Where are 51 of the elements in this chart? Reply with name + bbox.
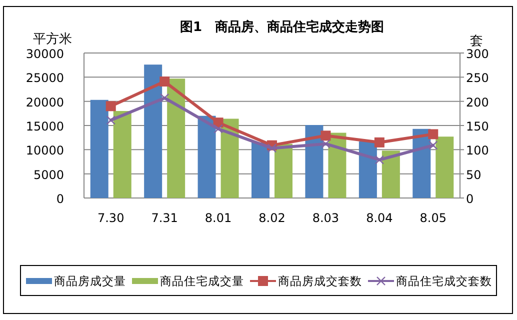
point	[267, 144, 277, 153]
point	[374, 137, 384, 148]
x-tick-label: 8.03	[312, 211, 340, 225]
bar	[198, 116, 216, 198]
point	[374, 155, 384, 164]
bar	[220, 118, 239, 198]
y-tick-label: 20000	[26, 95, 64, 110]
x-tick-label: 7.31	[151, 211, 178, 225]
chart-title: 图1 商品房、商品住宅成交走势图	[180, 19, 384, 35]
point	[160, 76, 170, 87]
point	[321, 139, 330, 148]
y-tick-label: 5000	[33, 168, 64, 182]
point	[106, 116, 116, 125]
legend-label: 商品住宅成交套数	[396, 274, 492, 288]
bar	[358, 141, 377, 198]
bar	[436, 136, 454, 198]
y-tick-label: 25000	[26, 71, 64, 86]
x-tick-label: 8.02	[258, 211, 286, 225]
y2-tick-label: 300	[466, 47, 489, 61]
bar	[113, 111, 132, 198]
y2-tick-label: 150	[466, 120, 489, 134]
legend-label: 商品房成交套数	[278, 274, 362, 288]
x-tick-label: 8.05	[420, 211, 446, 225]
legend-label: 商品房成交量	[54, 274, 126, 288]
x-tick-label: 8.01	[204, 211, 232, 225]
y2-tick-label: 50	[466, 168, 482, 182]
bar	[144, 64, 162, 198]
legend-label: 商品住宅成交量	[160, 274, 244, 288]
x-tick-label: 7.30	[98, 211, 124, 225]
point	[320, 130, 331, 141]
y2-axis-title: 套	[470, 34, 483, 49]
y-tick-label: 0	[56, 192, 64, 206]
bar	[252, 142, 270, 198]
y2-tick-label: 250	[466, 71, 489, 86]
x-tick-label: 8.04	[366, 211, 393, 225]
point	[214, 124, 223, 134]
y-axis-title: 平方米	[33, 31, 72, 47]
y2-tick-label: 200	[466, 95, 489, 110]
y-tick-label: 15000	[26, 120, 64, 134]
point	[160, 93, 170, 103]
bar	[167, 78, 186, 198]
y2-tick-label: 100	[466, 144, 489, 158]
point	[428, 140, 438, 150]
bar	[382, 150, 400, 198]
point	[428, 129, 438, 140]
bar	[274, 144, 292, 198]
y-tick-label: 10000	[26, 144, 64, 158]
y2-tick-label: 0	[466, 192, 474, 206]
bar	[90, 100, 108, 198]
y-tick-label: 30000	[26, 47, 64, 61]
point	[106, 101, 116, 112]
